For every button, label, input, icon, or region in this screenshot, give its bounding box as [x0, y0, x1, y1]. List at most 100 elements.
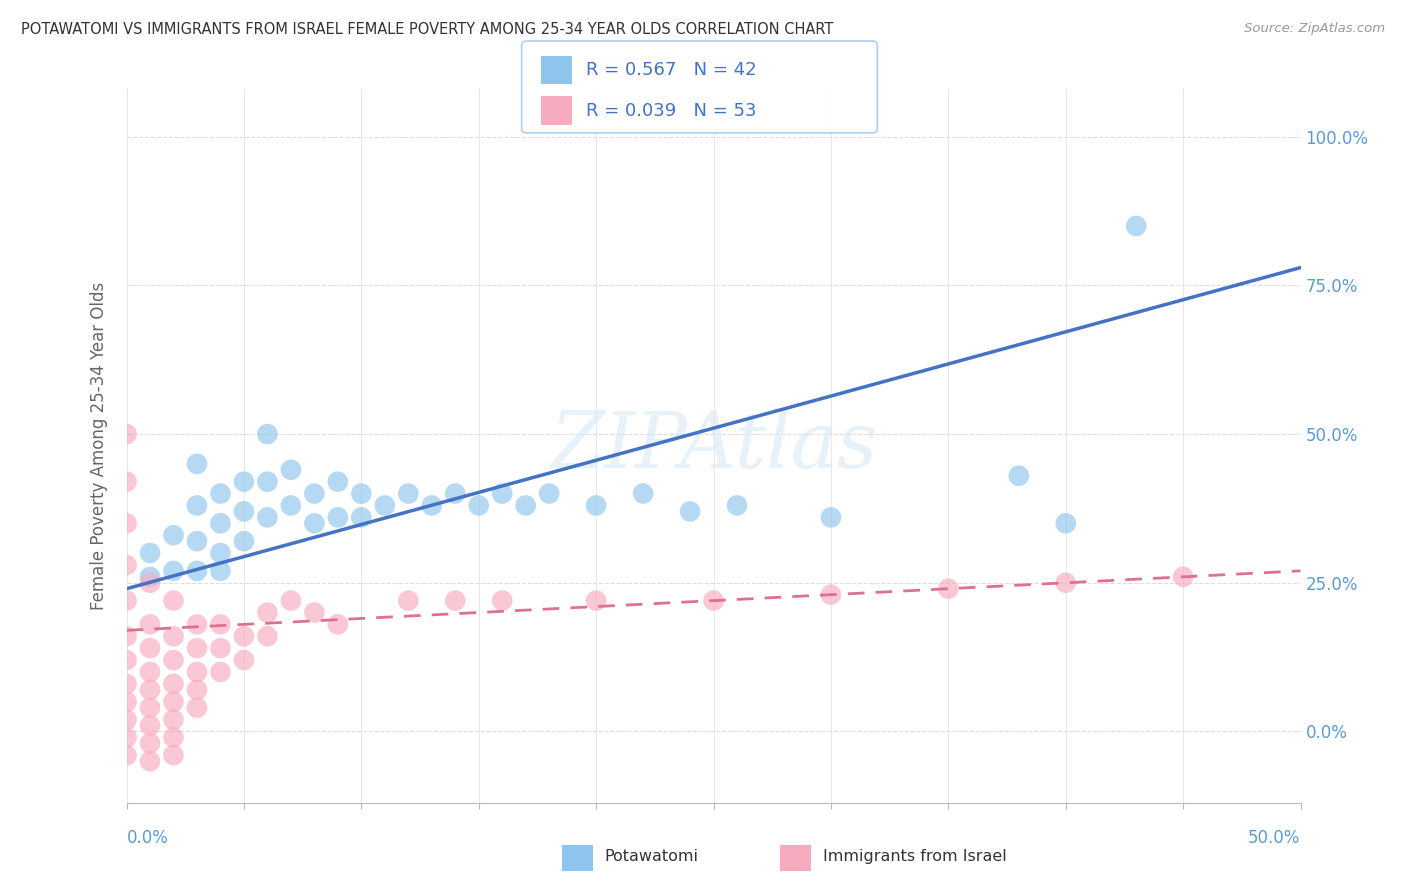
Point [326, 617, 349, 632]
Point [186, 617, 208, 632]
Point [162, 629, 184, 643]
Point [115, 558, 138, 572]
Point [1054, 516, 1077, 531]
Point [139, 575, 162, 590]
Point [186, 700, 208, 714]
Point [444, 486, 467, 500]
Point [139, 641, 162, 656]
Point [115, 475, 138, 489]
Point [304, 606, 326, 620]
Point [280, 463, 302, 477]
Point [186, 457, 208, 471]
Point [186, 665, 208, 679]
Point [139, 754, 162, 768]
Point [115, 713, 138, 727]
Point [115, 748, 138, 763]
Point [162, 695, 184, 709]
Point [467, 499, 489, 513]
Text: POTAWATOMI VS IMMIGRANTS FROM ISRAEL FEMALE POVERTY AMONG 25-34 YEAR OLDS CORREL: POTAWATOMI VS IMMIGRANTS FROM ISRAEL FEM… [21, 22, 834, 37]
Point [304, 486, 326, 500]
Point [162, 713, 184, 727]
Point [280, 499, 302, 513]
Point [420, 499, 443, 513]
Point [820, 588, 842, 602]
Point [233, 475, 256, 489]
Text: Potawatomi: Potawatomi [605, 849, 699, 863]
Point [444, 593, 467, 607]
Y-axis label: Female Poverty Among 25-34 Year Olds: Female Poverty Among 25-34 Year Olds [90, 282, 108, 610]
Point [162, 528, 184, 542]
Point [115, 516, 138, 531]
Point [186, 534, 208, 549]
Point [585, 593, 607, 607]
Point [115, 629, 138, 643]
Text: 50.0%: 50.0% [1249, 830, 1301, 847]
Point [256, 510, 278, 524]
Point [186, 641, 208, 656]
Text: 0.0%: 0.0% [127, 830, 169, 847]
Point [233, 504, 256, 518]
Point [162, 653, 184, 667]
Point [1125, 219, 1147, 233]
Point [679, 504, 702, 518]
Point [209, 486, 232, 500]
Point [162, 677, 184, 691]
Point [585, 499, 607, 513]
Text: R = 0.039   N = 53: R = 0.039 N = 53 [586, 102, 756, 120]
Point [350, 510, 373, 524]
Point [209, 516, 232, 531]
Point [115, 593, 138, 607]
Point [396, 486, 419, 500]
Point [115, 653, 138, 667]
Text: Immigrants from Israel: Immigrants from Israel [823, 849, 1007, 863]
Point [139, 546, 162, 560]
Point [936, 582, 959, 596]
Point [186, 564, 208, 578]
Point [139, 570, 162, 584]
Point [139, 617, 162, 632]
Point [1054, 575, 1077, 590]
Point [1008, 468, 1031, 483]
Point [233, 653, 256, 667]
Point [374, 499, 396, 513]
Point [115, 427, 138, 442]
Point [396, 593, 419, 607]
Point [139, 736, 162, 750]
Point [162, 748, 184, 763]
Point [139, 665, 162, 679]
Point [115, 677, 138, 691]
Point [725, 499, 748, 513]
Point [233, 534, 256, 549]
Point [538, 486, 561, 500]
Point [209, 617, 232, 632]
Point [304, 516, 326, 531]
Point [139, 718, 162, 732]
Point [115, 731, 138, 745]
Text: ZIPAtlas: ZIPAtlas [550, 408, 877, 484]
Point [209, 546, 232, 560]
Text: Source: ZipAtlas.com: Source: ZipAtlas.com [1244, 22, 1385, 36]
Point [256, 427, 278, 442]
Point [139, 682, 162, 697]
Point [256, 475, 278, 489]
Point [702, 593, 725, 607]
Point [256, 629, 278, 643]
Point [820, 510, 842, 524]
Point [326, 510, 349, 524]
Point [209, 564, 232, 578]
Point [209, 641, 232, 656]
Point [1171, 570, 1194, 584]
Point [162, 593, 184, 607]
Point [326, 475, 349, 489]
Point [491, 486, 513, 500]
Point [515, 499, 537, 513]
Text: R = 0.567   N = 42: R = 0.567 N = 42 [586, 61, 756, 79]
Point [256, 606, 278, 620]
Point [209, 665, 232, 679]
Point [162, 564, 184, 578]
Point [139, 700, 162, 714]
Point [186, 499, 208, 513]
Point [350, 486, 373, 500]
Point [491, 593, 513, 607]
Point [186, 682, 208, 697]
